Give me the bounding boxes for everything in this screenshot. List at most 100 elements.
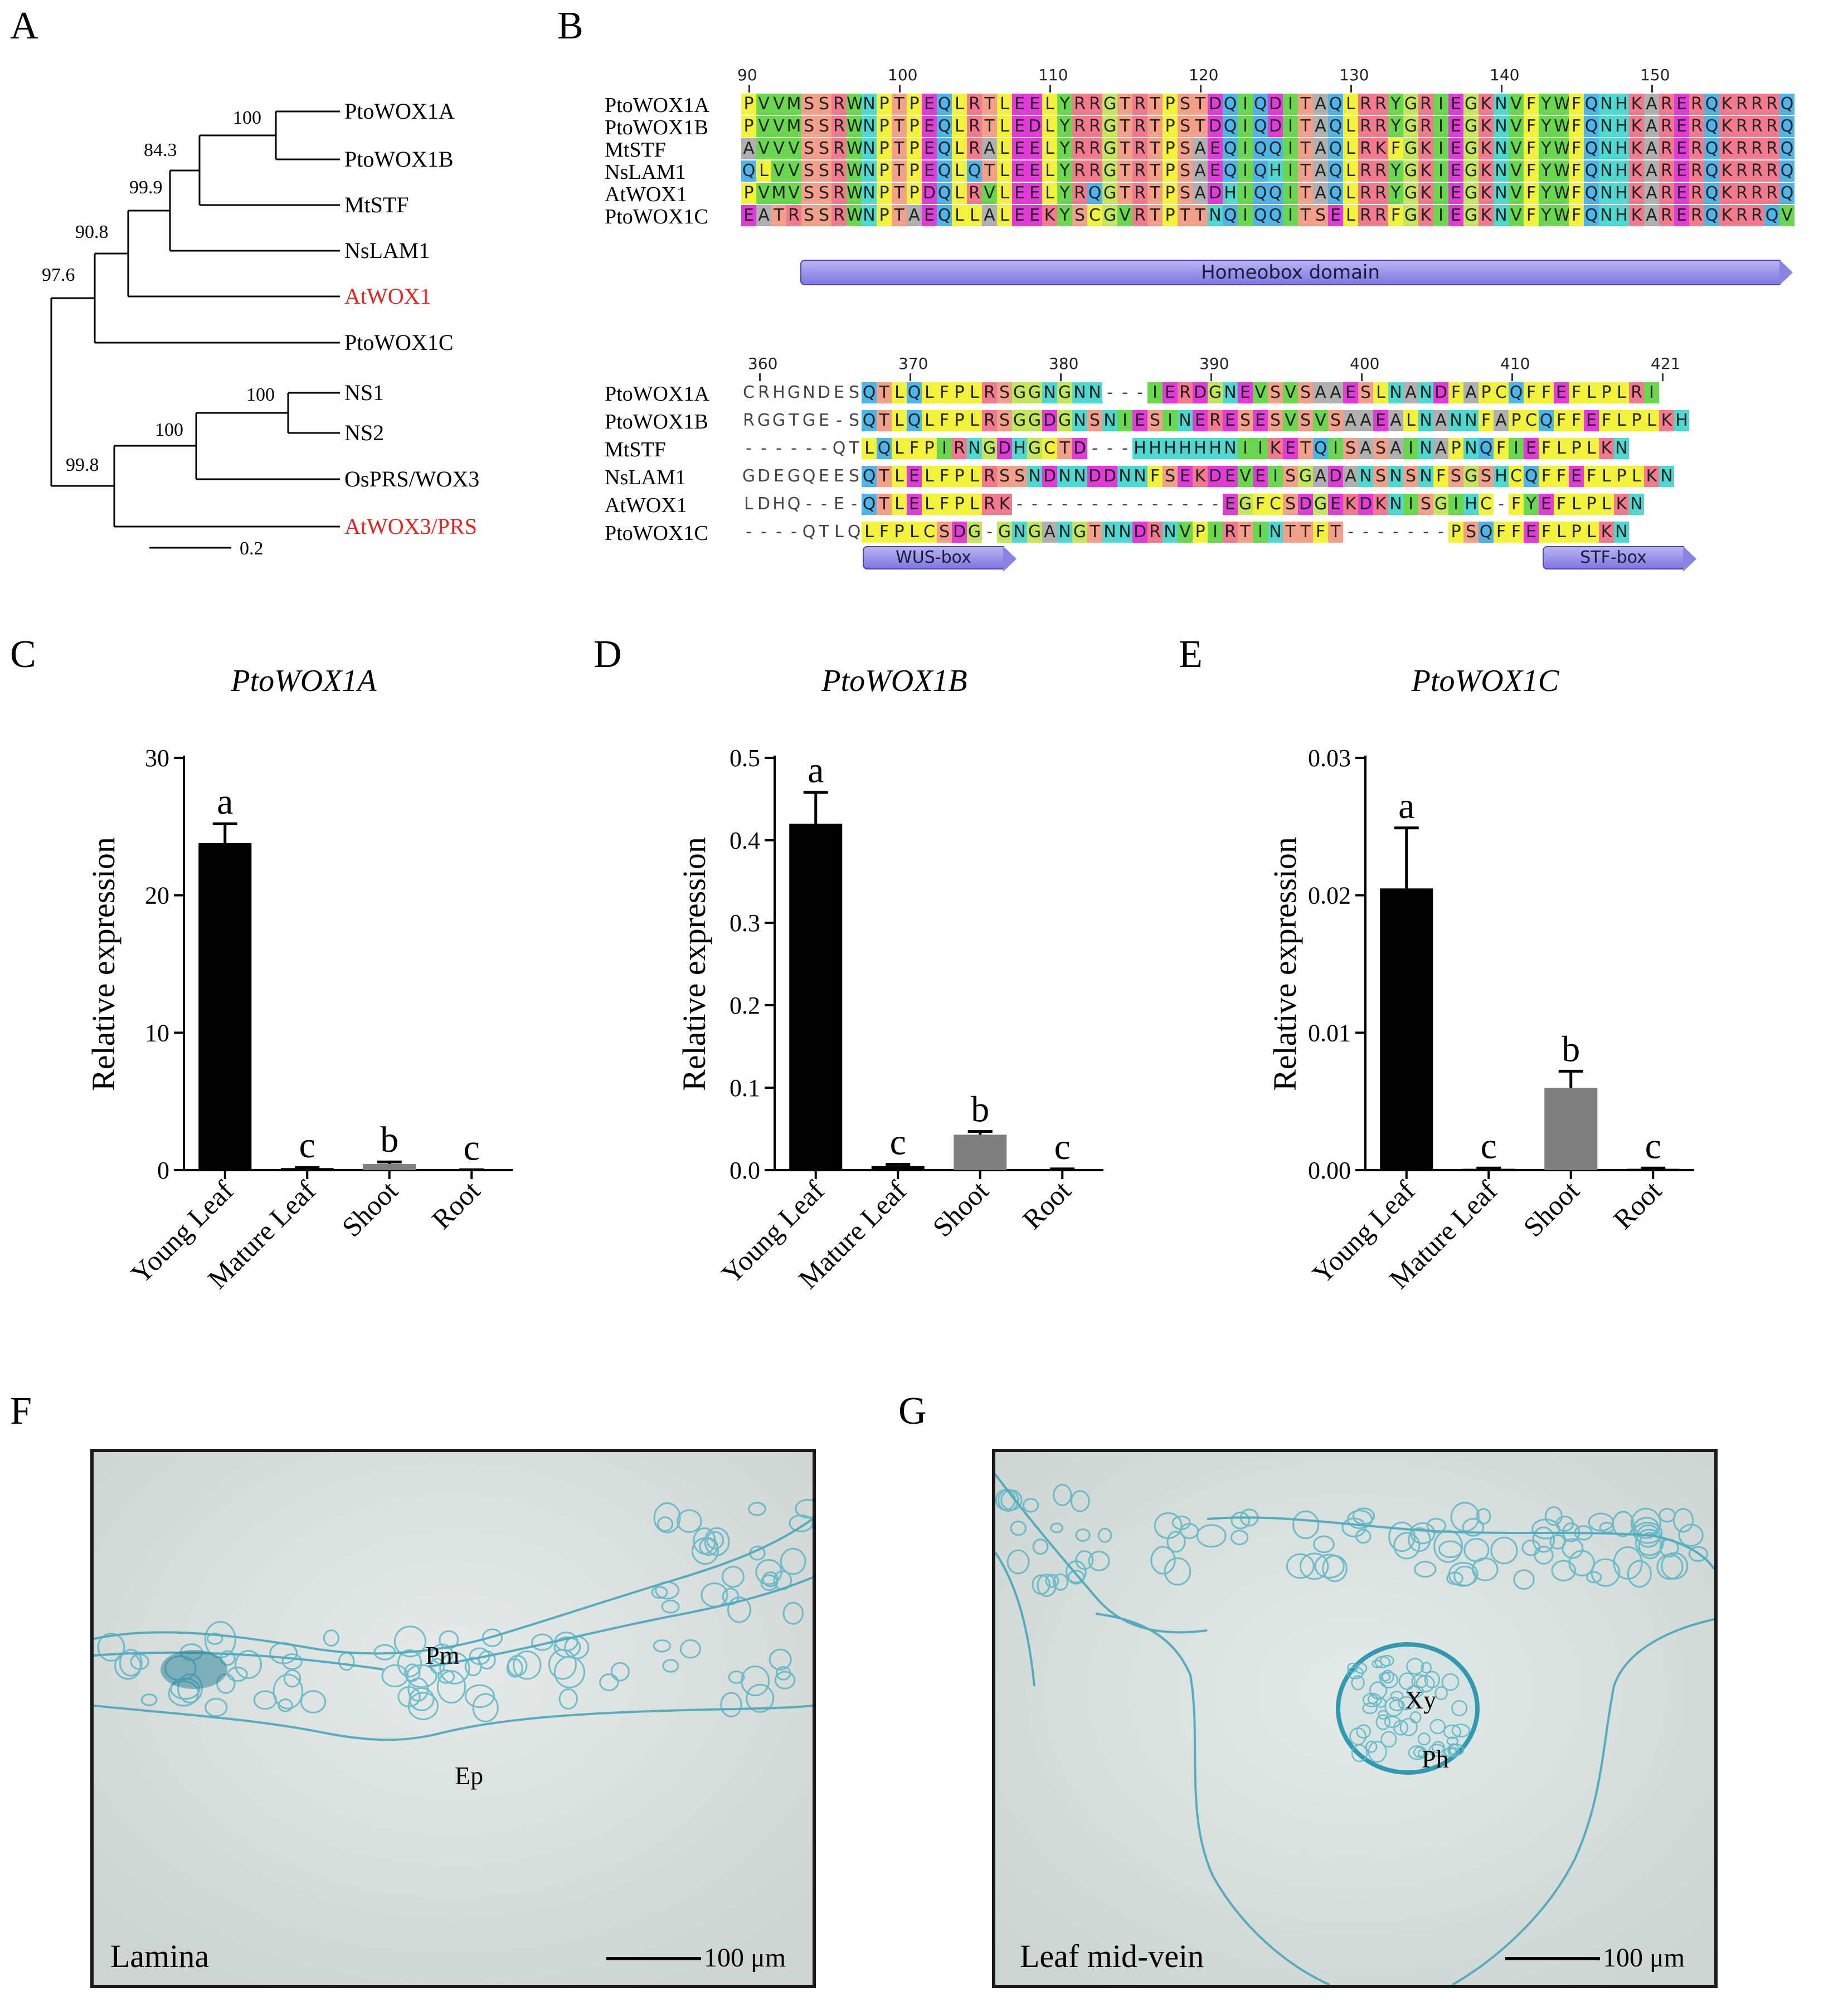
residue: H	[1614, 116, 1629, 137]
residue: R	[1659, 160, 1674, 182]
residue: A	[1343, 466, 1358, 487]
residue: L	[967, 410, 982, 431]
residue: S	[801, 116, 816, 137]
residue: G	[1403, 94, 1418, 115]
residue: V	[756, 94, 771, 115]
residue: T	[877, 382, 892, 403]
cell-outline	[1429, 1718, 1446, 1735]
residue: T	[892, 160, 907, 182]
residue: D	[952, 522, 967, 543]
cell-outline	[1428, 1744, 1446, 1757]
residue: -	[761, 439, 767, 458]
residue: R	[1749, 205, 1764, 226]
bar	[198, 843, 252, 1170]
cell-outline	[728, 1670, 745, 1684]
residue: S	[1147, 410, 1163, 431]
cell-outline	[1562, 1522, 1580, 1542]
residue: -	[1212, 494, 1218, 514]
residue: I	[1268, 466, 1283, 487]
residue: G	[1463, 205, 1479, 226]
cell-outline	[657, 1516, 674, 1532]
residue: S	[801, 160, 816, 182]
ruler-tick	[1501, 85, 1502, 92]
scale-bar-label: 100 μm	[1603, 1943, 1685, 1973]
y-tick-label: 0.4	[730, 827, 760, 854]
residue: P	[907, 94, 922, 115]
residue: F	[1539, 438, 1554, 459]
residue: T	[1147, 183, 1163, 204]
residue: R	[1358, 183, 1373, 204]
residue: I	[1238, 438, 1253, 459]
y-tick-label: 0.5	[730, 744, 760, 772]
residue: Q	[1268, 205, 1283, 226]
significance-letter: c	[464, 1127, 480, 1168]
residue: F	[1539, 382, 1554, 403]
residue: R	[1147, 522, 1163, 543]
cell-outline	[1532, 1526, 1555, 1553]
residue: K	[1599, 522, 1614, 543]
residue: L	[892, 382, 907, 403]
residue: E	[1012, 94, 1027, 115]
residue: G	[1463, 94, 1479, 115]
residue: G	[1208, 382, 1223, 403]
residue: I	[1433, 138, 1448, 159]
residue: Q	[1223, 205, 1238, 226]
residue: R	[1358, 205, 1373, 226]
residue: K	[1343, 494, 1358, 515]
residue: G	[1072, 522, 1087, 543]
residue: N	[862, 205, 877, 226]
cell-outline	[1356, 1724, 1371, 1739]
cell-outline	[407, 1677, 429, 1702]
significance-letter: c	[1645, 1126, 1661, 1166]
residue: H	[1132, 438, 1147, 459]
residue: N	[1072, 466, 1087, 487]
residue: N	[1599, 205, 1614, 226]
cell-outline	[1441, 1673, 1460, 1691]
residue: Q	[967, 160, 982, 182]
residue: Q	[1223, 94, 1238, 115]
residue: E	[1328, 205, 1343, 226]
residue: Y	[1539, 160, 1554, 182]
residue: R	[1072, 138, 1087, 159]
residue: R	[967, 183, 982, 204]
residue: I	[1283, 183, 1298, 204]
cell-outline	[1067, 1570, 1085, 1585]
residue: R	[1689, 160, 1704, 182]
residue: I	[1433, 183, 1448, 204]
residue: T	[1298, 183, 1313, 204]
residue: L	[1042, 183, 1057, 204]
cell-outline	[1463, 1537, 1490, 1562]
residue: S	[1012, 466, 1027, 487]
residue: G	[1012, 410, 1027, 431]
residue: D	[1328, 466, 1343, 487]
residue: Q	[1253, 94, 1268, 115]
cell-outline	[1521, 1540, 1541, 1556]
residue: L	[834, 522, 844, 542]
residue: R	[1734, 183, 1749, 204]
residue: F	[1539, 466, 1554, 487]
residue: Q	[847, 522, 861, 542]
residue: C	[1524, 410, 1539, 431]
cell-outline	[1476, 1508, 1491, 1525]
residue: A	[982, 205, 997, 226]
residue: P	[952, 410, 967, 431]
bootstrap-value: 100	[246, 384, 275, 405]
residue: R	[982, 466, 997, 487]
residue: W	[1554, 160, 1570, 182]
residue: P	[1163, 160, 1178, 182]
residue: A	[1358, 438, 1373, 459]
residue: A	[1313, 94, 1328, 115]
cell-outline	[1299, 1552, 1329, 1580]
residue: A	[907, 205, 922, 226]
residue: -	[1498, 494, 1504, 514]
residue: I	[1448, 494, 1463, 515]
residue: E	[1448, 116, 1463, 137]
cell-outline	[1372, 1659, 1383, 1668]
residue: G	[1433, 494, 1448, 515]
residue: G	[1313, 494, 1328, 515]
x-tick-label: Shoot	[335, 1175, 403, 1243]
cell-outline	[1379, 1672, 1398, 1689]
residue: R	[1223, 522, 1238, 543]
residue: Q	[1779, 94, 1794, 115]
cell-outline	[1562, 1538, 1584, 1559]
